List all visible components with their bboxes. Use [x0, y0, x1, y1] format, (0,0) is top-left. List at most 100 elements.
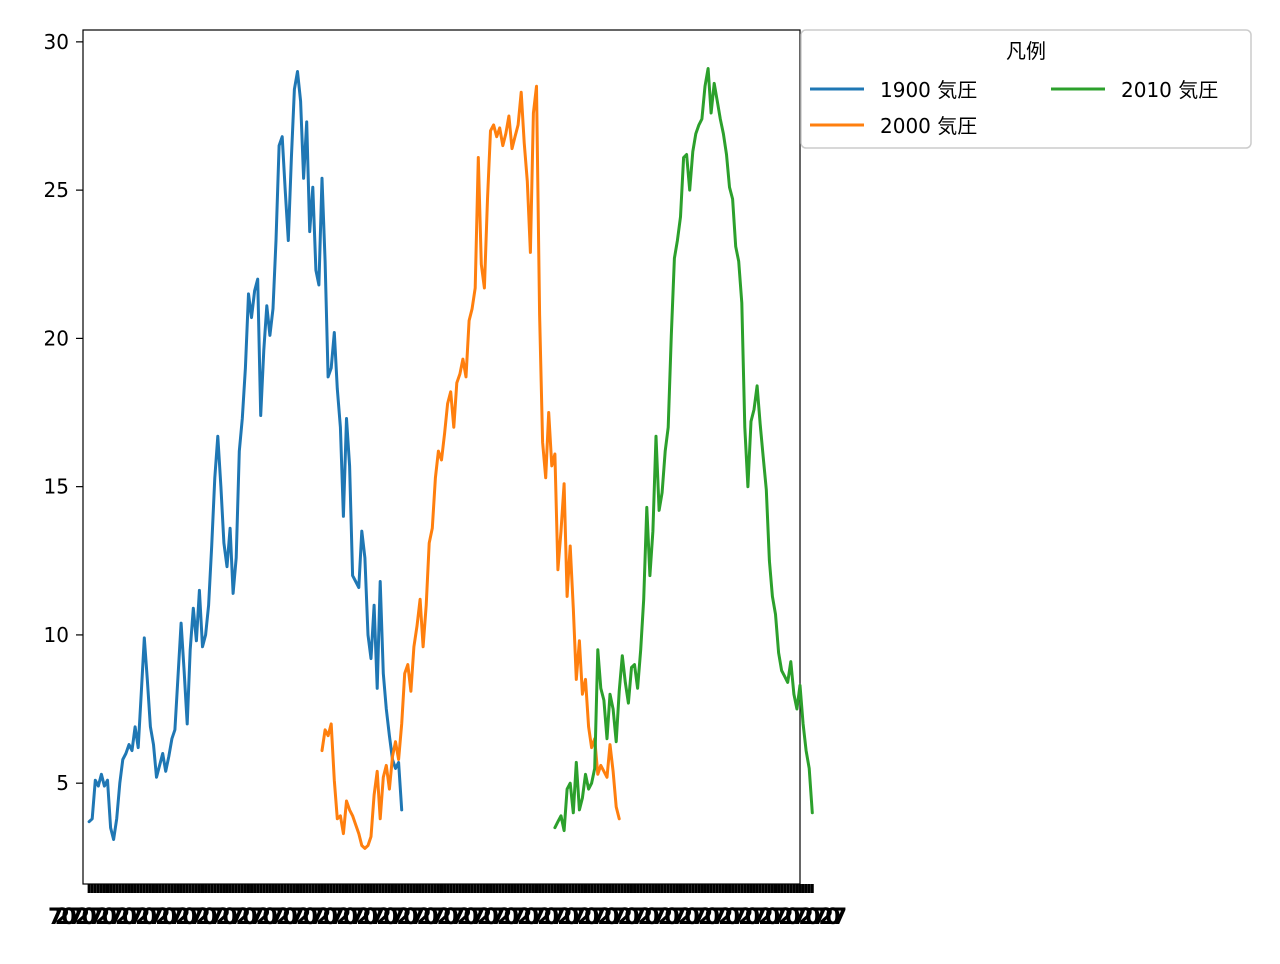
x-tick-label: 0	[222, 905, 237, 930]
x-tick-label: 7	[108, 905, 123, 930]
x-tick-label: 0	[343, 905, 358, 930]
x-tick-label: 0	[122, 905, 137, 930]
x-tick-label: 7	[510, 905, 525, 930]
x-tick-label: 0	[524, 905, 539, 930]
x-tick-label: 0	[725, 905, 740, 930]
x-tick-label: 0	[363, 905, 378, 930]
x-tick-label: 2	[336, 905, 351, 930]
x-tick-label: 0	[82, 905, 97, 930]
x-tick-label: 2	[356, 905, 371, 930]
x-tick-label: 7	[450, 905, 465, 930]
legend-title: 凡例	[1006, 39, 1046, 63]
x-tick-label: 7	[289, 905, 304, 930]
legend-label-1900: 1900 気圧	[880, 78, 977, 102]
x-tick-label: 0	[825, 905, 840, 930]
x-tick-label: 7	[390, 905, 405, 930]
x-tick-label: 0	[61, 905, 76, 930]
x-tick-label: 0	[102, 905, 117, 930]
x-tick-label: 7	[209, 905, 224, 930]
x-tick-label: 7	[410, 905, 425, 930]
x-tick-label: 7	[350, 905, 365, 930]
x-tick-label: 7	[189, 905, 204, 930]
x-tick-label: 0	[484, 905, 499, 930]
x-tick-label: 7	[772, 905, 787, 930]
x-tick-label: 0	[544, 905, 559, 930]
x-tick-label: 7	[249, 905, 264, 930]
x-tick-label: 2	[135, 905, 150, 930]
x-tick-label: 0	[805, 905, 820, 930]
x-tick-label: 0	[604, 905, 619, 930]
x-tick-label: 2	[396, 905, 411, 930]
x-axis: 7207207207207207207207207207207207207207…	[48, 884, 847, 930]
x-tick-label: 7	[792, 905, 807, 930]
x-tick-label: 0	[745, 905, 760, 930]
x-tick-label: 2	[457, 905, 472, 930]
x-tick-label: 0	[504, 905, 519, 930]
x-tick-label: 0	[283, 905, 298, 930]
x-tick-label: 0	[685, 905, 700, 930]
x-tick-label: 2	[618, 905, 633, 930]
y-tick-label-10: 10	[44, 623, 69, 647]
x-tick-label: 7	[490, 905, 505, 930]
x-tick-label: 7	[832, 905, 847, 930]
x-tick-label: 7	[671, 905, 686, 930]
x-tick-label: 2	[75, 905, 90, 930]
x-tick-label: 7	[430, 905, 445, 930]
x-tick-label: 2	[597, 905, 612, 930]
x-tick-label: 2	[778, 905, 793, 930]
legend: 凡例 1900 気圧 2000 気圧 2010 気圧	[800, 29, 1252, 149]
x-tick-label: 7	[591, 905, 606, 930]
legend-label-2010: 2010 気圧	[1121, 78, 1218, 102]
series-line-1	[320, 84, 621, 850]
x-tick-label: 7	[691, 905, 706, 930]
x-tick-label: 0	[664, 905, 679, 930]
y-tick-label-30: 30	[44, 30, 69, 54]
x-tick-label: 0	[323, 905, 338, 930]
x-tick-label: 7	[269, 905, 284, 930]
x-tick-label: 0	[383, 905, 398, 930]
x-tick-label: 2	[236, 905, 251, 930]
x-tick-label: 7	[752, 905, 767, 930]
x-tick-label: 0	[262, 905, 277, 930]
x-tick-label: 7	[631, 905, 646, 930]
y-tick-label-25: 25	[44, 178, 69, 202]
x-tick-label: 7	[128, 905, 143, 930]
x-tick-label: 7	[711, 905, 726, 930]
x-tick-label: 7	[551, 905, 566, 930]
x-tick-label: 2	[216, 905, 231, 930]
x-tick-label: 0	[705, 905, 720, 930]
x-tick-label: 0	[423, 905, 438, 930]
x-tick-label: 2	[155, 905, 170, 930]
x-tick-label: 2	[55, 905, 70, 930]
x-tick-label: 7	[229, 905, 244, 930]
x-tick-label: 2	[95, 905, 110, 930]
x-tick-label: 7	[68, 905, 83, 930]
x-tick-label: 2	[376, 905, 391, 930]
x-tick-label: 7	[149, 905, 164, 930]
x-tick-label: 2	[316, 905, 331, 930]
x-tick-label: 2	[798, 905, 813, 930]
x-tick-label: 0	[202, 905, 217, 930]
x-tick-label: 7	[571, 905, 586, 930]
legend-label-2000: 2000 気圧	[880, 114, 977, 138]
x-tick-label: 0	[142, 905, 157, 930]
legend-box	[800, 29, 1252, 149]
x-tick-label: 2	[577, 905, 592, 930]
x-tick-label: 7	[169, 905, 184, 930]
x-tick-label: 2	[819, 905, 834, 930]
x-tick-label: 0	[785, 905, 800, 930]
x-tick-label: 0	[303, 905, 318, 930]
series-layer	[87, 67, 814, 850]
x-tick-label: 2	[477, 905, 492, 930]
x-tick-label: 2	[537, 905, 552, 930]
y-tick-label-5: 5	[56, 771, 69, 795]
x-tick-label: 7	[651, 905, 666, 930]
x-tick-label: 2	[738, 905, 753, 930]
y-tick-label-20: 20	[44, 326, 69, 350]
x-tick-label: 2	[296, 905, 311, 930]
x-tick-label: 7	[731, 905, 746, 930]
x-tick-label: 2	[256, 905, 271, 930]
series-line-2	[553, 67, 814, 833]
series-line-0	[87, 70, 404, 841]
x-tick-label: 2	[497, 905, 512, 930]
